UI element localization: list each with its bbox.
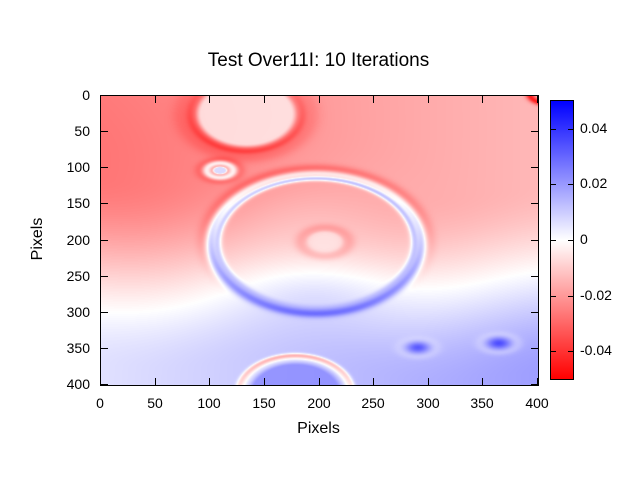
y-tick-left (101, 384, 108, 385)
colorbar-tick-label: -0.02 (580, 287, 612, 303)
x-tick-top (373, 96, 374, 103)
x-tick-bottom (155, 378, 156, 385)
x-tick-top (319, 96, 320, 103)
x-tick-top (537, 96, 538, 103)
y-tick-label: 400 (66, 376, 90, 392)
colorbar-tick-label: 0 (580, 231, 588, 247)
y-tick-right (531, 312, 538, 313)
y-tick-left (101, 240, 108, 241)
y-tick-label: 150 (66, 195, 90, 211)
x-tick-bottom (373, 378, 374, 385)
x-tick-bottom (264, 378, 265, 385)
x-tick-label: 300 (416, 395, 440, 411)
colorbar-tick-label: 0.04 (580, 120, 608, 136)
x-tick-top (100, 96, 101, 103)
colorbar-tick-label: -0.04 (580, 342, 612, 358)
y-tick-label: 100 (66, 159, 90, 175)
colorbar-tick-left (551, 240, 556, 241)
x-axis-label: Pixels (297, 420, 340, 437)
y-tick-right (531, 348, 538, 349)
colorbar-tick-left (551, 129, 556, 130)
y-tick-right (531, 95, 538, 96)
colorbar-tick-left (551, 351, 556, 352)
y-tick-left (101, 276, 108, 277)
x-tick-top (482, 96, 483, 103)
y-tick-left (101, 167, 108, 168)
y-tick-left (101, 95, 108, 96)
y-tick-label: 300 (66, 304, 90, 320)
x-tick-label: 100 (197, 395, 221, 411)
y-tick-label: 350 (66, 340, 90, 356)
y-tick-left (101, 348, 108, 349)
colorbar-tick-label: 0.02 (580, 175, 608, 191)
x-tick-bottom (428, 378, 429, 385)
x-tick-label: 250 (361, 395, 385, 411)
x-tick-label: 0 (96, 395, 104, 411)
x-tick-bottom (100, 378, 101, 385)
y-tick-label: 0 (82, 87, 90, 103)
y-tick-right (531, 240, 538, 241)
colorbar-tick-right (568, 240, 573, 241)
y-tick-label: 50 (74, 123, 90, 139)
x-tick-label: 200 (307, 395, 331, 411)
x-tick-bottom (537, 378, 538, 385)
x-tick-top (209, 96, 210, 103)
y-tick-right (531, 167, 538, 168)
y-tick-left (101, 131, 108, 132)
plot-area (100, 95, 539, 386)
colorbar-tick-right (568, 129, 573, 130)
x-tick-label: 150 (252, 395, 276, 411)
heatmap-image (101, 96, 538, 385)
x-tick-top (428, 96, 429, 103)
y-tick-left (101, 312, 108, 313)
x-tick-label: 350 (470, 395, 494, 411)
colorbar (550, 100, 574, 380)
plot-title: Test Over11I: 10 Iterations (207, 50, 430, 71)
y-tick-right (531, 276, 538, 277)
x-tick-bottom (319, 378, 320, 385)
y-tick-label: 250 (66, 268, 90, 284)
x-tick-bottom (482, 378, 483, 385)
colorbar-tick-right (568, 351, 573, 352)
x-tick-top (264, 96, 265, 103)
x-tick-top (155, 96, 156, 103)
y-tick-right (531, 384, 538, 385)
y-tick-label: 200 (66, 232, 90, 248)
colorbar-tick-left (551, 296, 556, 297)
x-tick-label: 400 (525, 395, 549, 411)
colorbar-tick-right (568, 184, 573, 185)
colorbar-tick-left (551, 184, 556, 185)
y-tick-left (101, 203, 108, 204)
x-tick-label: 50 (147, 395, 163, 411)
colorbar-tick-right (568, 296, 573, 297)
y-tick-right (531, 131, 538, 132)
y-tick-right (531, 203, 538, 204)
x-tick-bottom (209, 378, 210, 385)
